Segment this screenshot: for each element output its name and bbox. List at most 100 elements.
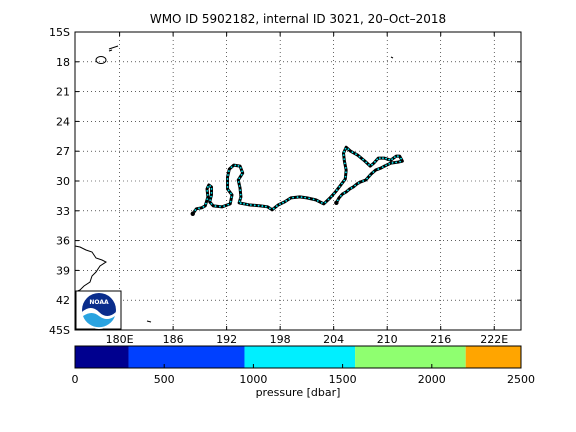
profile-point [372,171,375,173]
profile-point [400,157,402,160]
pressure-colorbar: 0 500 1000 1500 2000 2500 pressure [dbar] [72,345,535,399]
colorbar-tick-label: 2500 [507,373,535,386]
lat-tick-label: 42 [56,294,70,307]
profile-point [343,179,346,182]
profile-point [355,153,357,156]
profile-point [365,161,368,164]
profile-point [358,155,361,158]
profile-point [238,200,241,203]
colorbar-frame [74,345,522,369]
profile-point [308,197,311,200]
profile-point [339,195,342,197]
profile-point [312,198,315,201]
lat-tick-label: 30 [56,175,70,188]
profile-point [219,205,221,208]
profile-point [214,205,217,207]
map-grid [75,32,521,330]
profile-point [206,198,209,201]
profile-point [239,193,242,196]
colorbar-tick-label: 500 [154,373,175,386]
colorbar-segment [355,346,466,368]
profile-point [395,161,398,164]
profile-point [249,204,252,206]
profile-point [238,185,241,187]
profile-point [342,154,345,157]
profile-point [388,162,391,165]
lat-tick-label: 39 [56,264,70,277]
profile-point [333,192,336,195]
profile-point [205,202,207,205]
profile-point [335,189,338,192]
lat-tick-label: 45S [49,324,70,337]
lat-tick-label: 27 [56,145,70,158]
profile-point [300,196,303,199]
profile-point [240,173,243,176]
profile-point [399,160,402,163]
profile-point [330,195,333,198]
lon-tick-label: 216 [430,333,451,346]
profile-point [347,189,349,192]
profile-point [344,147,347,150]
profile-point [378,157,381,160]
profile-point [269,207,271,210]
profile-point [385,164,387,167]
profile-point [209,185,212,187]
profile-point [261,205,264,207]
profile-point [239,197,242,200]
lon-tick-label: 204 [323,333,344,346]
profile-point [229,192,232,195]
profile-point [327,198,330,201]
profile-point [381,166,384,168]
lon-tick-label: 180E [106,333,134,346]
profile-point [388,158,391,161]
profile-point [227,174,229,176]
colorbar-tick-label: 2000 [418,373,446,386]
profile-point [194,209,197,211]
profile-point [366,177,369,180]
profile-point [368,163,370,166]
profile-point [376,158,379,161]
lat-tick-label: 24 [56,115,70,128]
profile-point [237,181,240,183]
profile-point [391,158,394,161]
lon-tick-label: 210 [377,333,398,346]
profile-point [397,155,399,158]
profile-point [209,199,212,202]
colorbar-tick-label: 0 [72,373,79,386]
profile-point [362,158,365,161]
profile-point [343,150,346,153]
profile-point [341,182,343,185]
profile-point [239,202,242,205]
profile-point [304,196,307,199]
colorbar-tick-label: 1000 [239,373,267,386]
profile-point [351,151,354,154]
lon-tick-label: 186 [163,333,184,346]
profile-point [320,201,323,204]
profile-point [229,200,232,203]
map-title: WMO ID 5902182, internal ID 3021, 20–Oct… [150,12,446,26]
profile-point [210,188,213,190]
profile-point [393,156,396,159]
noaa-logo-text: NOAA [89,299,109,306]
lat-tick-label: 33 [56,205,70,218]
profile-point [391,161,394,164]
profile-point [246,203,249,206]
profile-point [226,178,229,180]
colorbar-segment [244,346,356,368]
profile-point [292,196,294,199]
lat-tick-label: 36 [56,235,70,248]
lon-tick-label: 192 [216,333,237,346]
profile-point [316,199,319,202]
profile-point [264,205,267,208]
profile-point [272,207,275,210]
profile-point [230,196,233,199]
profile-point [210,202,213,205]
map-background [75,32,521,330]
lat-tick-label: 15S [49,26,70,39]
profile-point [345,171,347,174]
profile-point [257,204,260,207]
profile-point [350,187,353,189]
profile-point [288,197,291,200]
noaa-logo: NOAA [75,290,122,330]
profile-point [377,168,380,170]
